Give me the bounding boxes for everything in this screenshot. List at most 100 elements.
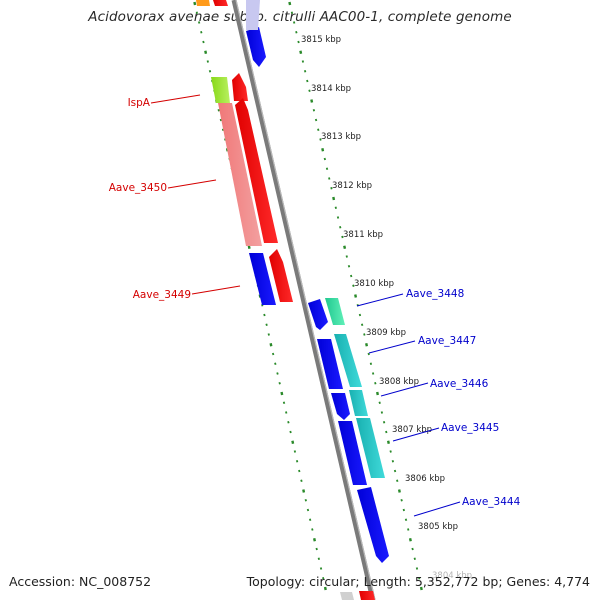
tick-mark — [269, 343, 273, 347]
tick-mark — [315, 547, 318, 551]
tick-mark — [330, 186, 333, 190]
tick-mark — [418, 576, 421, 580]
gene-green-3448[interactable] — [325, 298, 345, 325]
gene-cyan-3447[interactable] — [334, 334, 362, 387]
tick-mark — [293, 450, 297, 453]
gene-label-aave-3447[interactable]: Aave_3447 — [418, 335, 476, 347]
tick-mark — [415, 567, 419, 570]
gene-cyan-3445[interactable] — [356, 418, 385, 478]
kbp-label: 3814 kbp — [311, 84, 351, 94]
kbp-label: 3810 kbp — [354, 279, 394, 289]
tick-mark — [200, 30, 203, 34]
tick-mark — [400, 498, 403, 502]
tick-mark — [295, 459, 299, 463]
tick-mark — [323, 586, 327, 591]
gene-aave-3444[interactable] — [357, 487, 389, 563]
gene-aave-3446[interactable] — [331, 393, 350, 420]
tick-mark — [311, 528, 314, 531]
tick-mark — [358, 313, 362, 317]
tick-mark — [413, 557, 416, 561]
tick-mark — [360, 323, 364, 327]
tick-mark — [276, 372, 279, 375]
tick-mark — [343, 245, 347, 249]
gene-red-small[interactable] — [232, 73, 248, 101]
tick-mark — [376, 391, 379, 396]
kbp-label: 3805 kbp — [418, 522, 458, 532]
tick-mark — [295, 30, 298, 34]
gene-partial-orange[interactable] — [196, 0, 210, 6]
tick-mark — [303, 69, 307, 73]
gene-partial-blue-faded — [246, 0, 260, 30]
tick-mark — [282, 401, 286, 405]
gene-label-aave-3445[interactable]: Aave_3445 — [441, 422, 499, 434]
tick-mark — [369, 362, 373, 366]
tick-mark — [396, 479, 399, 483]
kbp-label: 3811 kbp — [343, 230, 383, 240]
gene-red-long[interactable] — [235, 98, 278, 243]
right-tick-column — [288, 1, 423, 591]
tick-mark — [386, 440, 390, 444]
gene-aave-3447[interactable] — [317, 339, 343, 389]
tick-mark — [378, 401, 381, 405]
tick-mark — [319, 138, 322, 141]
kbp-label: 3815 kbp — [301, 35, 341, 45]
gene-label-aave-3444[interactable]: Aave_3444 — [462, 496, 521, 508]
tick-mark — [202, 40, 205, 44]
gene-aave-3448[interactable] — [308, 299, 328, 330]
kbp-label: 3812 kbp — [332, 181, 372, 191]
tick-mark — [385, 430, 388, 434]
tick-mark — [206, 60, 209, 63]
tick-mark — [197, 21, 201, 24]
tick-mark — [365, 343, 369, 347]
gene-partial-red[interactable] — [213, 0, 228, 6]
tick-mark — [363, 333, 366, 336]
topology-text: Topology: circular; Length: 5,352,772 bp… — [246, 574, 590, 589]
tick-mark — [193, 1, 197, 6]
tick-mark — [312, 108, 316, 112]
tick-mark — [297, 40, 300, 44]
tick-mark — [336, 216, 340, 219]
gene-aave-3449[interactable] — [249, 253, 276, 305]
tick-mark — [402, 508, 405, 512]
tick-mark — [291, 440, 295, 444]
gene-label-ispA[interactable]: IspA — [128, 97, 151, 109]
gene-label-aave-3450[interactable]: Aave_3450 — [109, 182, 167, 194]
tick-mark — [411, 547, 414, 551]
backbone-highlight — [235, 0, 376, 600]
kbp-label: 3808 kbp — [379, 377, 419, 387]
tick-mark — [374, 381, 377, 385]
tick-mark — [221, 128, 225, 132]
gene-partial-blue[interactable] — [246, 27, 266, 67]
gene-label-aave-3446[interactable]: Aave_3446 — [430, 378, 489, 390]
genome-backbone — [231, 0, 376, 600]
kbp-label: 3804 kbp — [432, 571, 472, 581]
tick-mark — [308, 89, 311, 93]
gene-label-aave-3449[interactable]: Aave_3449 — [133, 289, 191, 301]
tick-mark — [323, 157, 327, 161]
tick-mark — [391, 459, 395, 463]
tick-mark — [306, 79, 309, 83]
tick-mark — [328, 177, 331, 180]
tick-mark — [319, 567, 323, 570]
gene-aave-3445[interactable] — [338, 421, 367, 485]
tick-mark — [289, 430, 292, 434]
gene-partial-bottom-red[interactable] — [359, 591, 375, 600]
tick-mark — [352, 284, 355, 288]
gene-aave-3450[interactable] — [218, 103, 262, 246]
tick-mark — [263, 313, 266, 317]
tick-mark — [317, 557, 321, 561]
gene-ispA[interactable] — [211, 77, 230, 103]
tick-mark — [306, 508, 310, 512]
genome-title: Acidovorax avenae subsp. citrulli AAC00-… — [88, 9, 512, 25]
tick-mark — [407, 528, 410, 531]
tick-mark — [367, 352, 370, 356]
tick-mark — [265, 323, 268, 327]
gene-red-lower[interactable] — [269, 249, 293, 302]
gene-cyan-3446[interactable] — [349, 390, 368, 416]
tick-mark — [322, 576, 325, 580]
tick-mark — [288, 1, 292, 6]
tick-mark — [321, 148, 325, 152]
gene-label-aave-3448[interactable]: Aave_3448 — [406, 288, 464, 300]
tick-mark — [285, 411, 288, 414]
